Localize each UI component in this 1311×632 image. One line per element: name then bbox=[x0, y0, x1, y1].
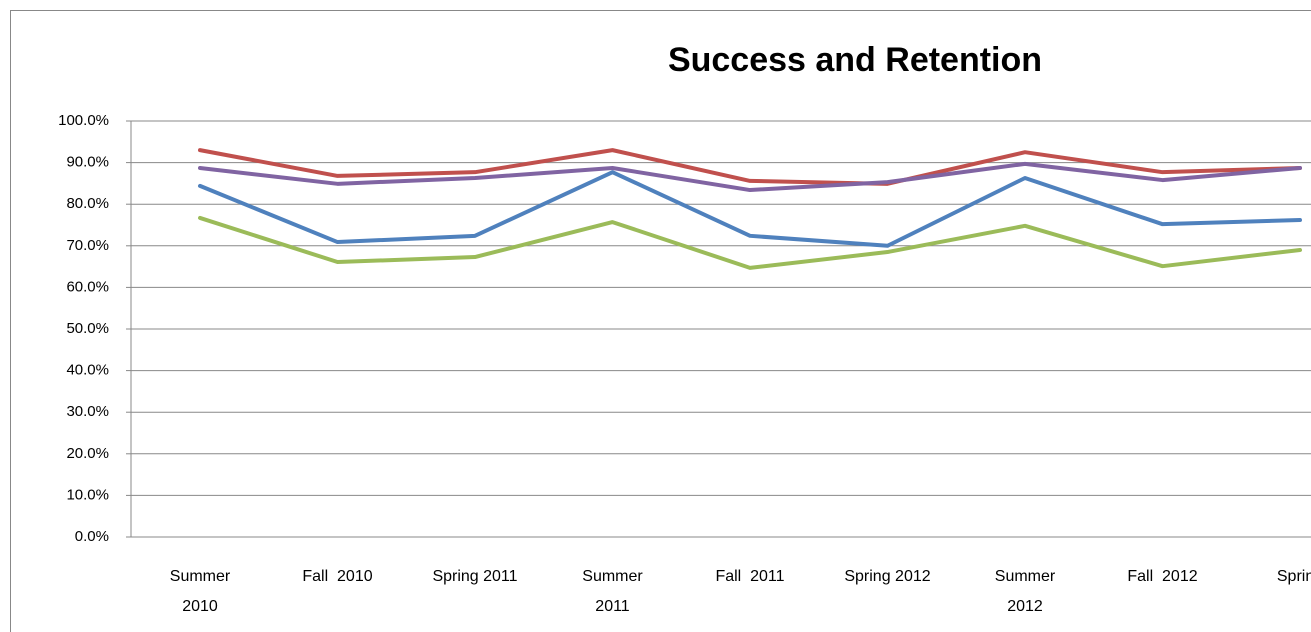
y-tick-label: 80.0% bbox=[66, 195, 109, 212]
y-tick-label: 10.0% bbox=[66, 486, 109, 503]
x-tick-label: Summer 2010 bbox=[169, 568, 231, 615]
y-tick-label: 30.0% bbox=[66, 403, 109, 420]
y-tick-label: 60.0% bbox=[66, 278, 109, 295]
x-tick-label: Spring 2012 bbox=[844, 568, 931, 585]
x-tick-label: Spring 2011 bbox=[432, 568, 518, 585]
y-tick-label: 100.0% bbox=[58, 112, 109, 129]
y-tick-label: 40.0% bbox=[66, 362, 109, 379]
chart-frame bbox=[10, 10, 1311, 632]
x-tick-label: Fall 2012 bbox=[1127, 568, 1198, 585]
x-tick-label: Summer 2012 bbox=[994, 568, 1056, 615]
series-line bbox=[198, 148, 1302, 186]
series-line bbox=[198, 215, 1302, 270]
y-tick-label: 20.0% bbox=[66, 445, 109, 462]
y-tick-label: 0.0% bbox=[75, 528, 109, 545]
y-tick-label: 50.0% bbox=[66, 320, 109, 337]
y-tick-label: 70.0% bbox=[66, 237, 109, 254]
x-tick-label: Spring bbox=[1276, 568, 1311, 585]
series-line bbox=[198, 161, 1302, 193]
x-tick-label: Fall 2011 bbox=[715, 568, 785, 585]
chart-title: Success and Retention bbox=[668, 41, 1042, 79]
x-tick-label: Fall 2010 bbox=[302, 568, 373, 585]
y-tick-label: 90.0% bbox=[66, 154, 109, 171]
x-tick-label: Summer 2011 bbox=[582, 568, 643, 615]
series-line bbox=[198, 170, 1302, 248]
